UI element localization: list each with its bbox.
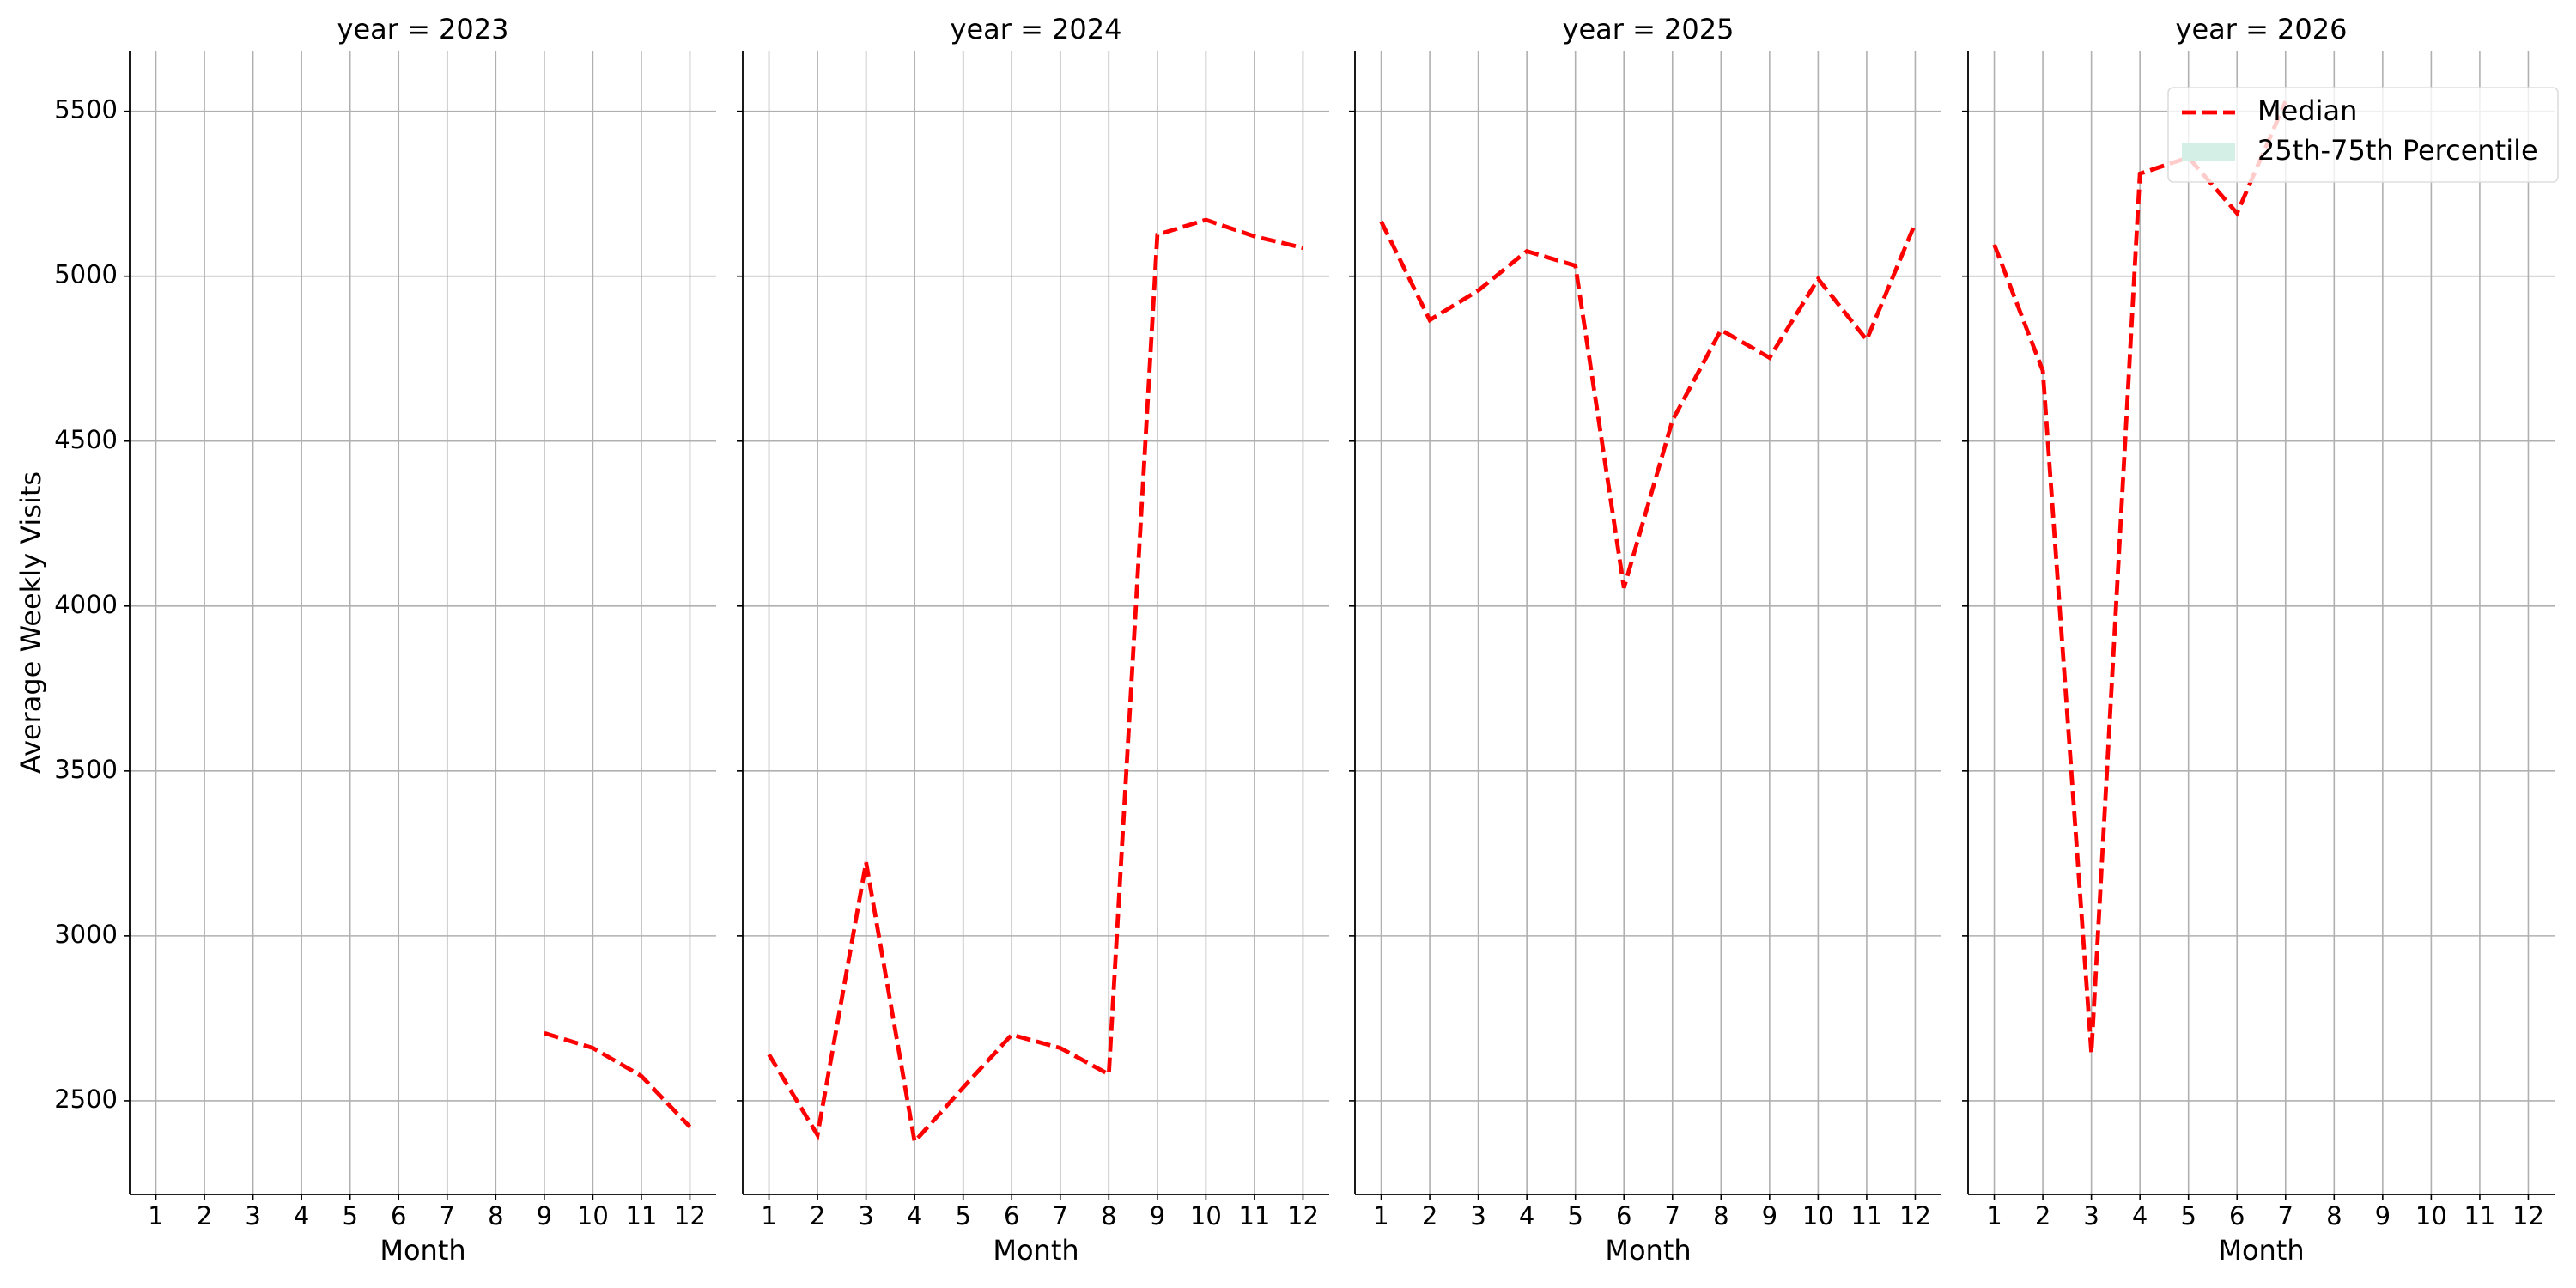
x-tick-label: 9 xyxy=(2375,1201,2391,1230)
panel-title: year = 2026 xyxy=(2176,13,2348,46)
y-tick-label: 3000 xyxy=(54,920,118,949)
x-tick-label: 10 xyxy=(1802,1201,1834,1230)
x-tick-label: 3 xyxy=(245,1201,260,1230)
x-axis-label: Month xyxy=(380,1234,465,1267)
x-tick-label: 7 xyxy=(1665,1201,1680,1230)
y-tick-label: 5500 xyxy=(54,95,118,125)
x-tick-label: 1 xyxy=(148,1201,163,1230)
x-tick-label: 9 xyxy=(1762,1201,1777,1230)
legend-swatch xyxy=(2182,143,2235,161)
y-tick-label: 4000 xyxy=(54,590,118,619)
x-tick-label: 2 xyxy=(197,1201,212,1230)
x-tick-label: 6 xyxy=(2229,1201,2245,1230)
x-tick-label: 2 xyxy=(810,1201,825,1230)
y-tick-label: 2500 xyxy=(54,1084,118,1114)
x-tick-label: 1 xyxy=(761,1201,776,1230)
panel-title: year = 2024 xyxy=(951,13,1122,46)
legend-label: Median xyxy=(2257,94,2357,127)
legend-box xyxy=(2167,87,2559,183)
x-tick-label: 9 xyxy=(537,1201,552,1230)
x-tick-label: 11 xyxy=(1238,1201,1270,1230)
x-tick-label: 8 xyxy=(488,1201,503,1230)
x-axis-label: Month xyxy=(2218,1234,2304,1267)
x-tick-label: 11 xyxy=(2464,1201,2495,1230)
x-tick-label: 3 xyxy=(858,1201,873,1230)
median-line xyxy=(544,1030,692,1128)
panel-title: year = 2023 xyxy=(337,13,509,46)
x-tick-label: 5 xyxy=(342,1201,357,1230)
x-tick-label: 8 xyxy=(1101,1201,1116,1230)
x-tick-label: 5 xyxy=(955,1201,970,1230)
x-tick-label: 8 xyxy=(2326,1201,2342,1230)
x-tick-label: 8 xyxy=(1713,1201,1728,1230)
y-axis-label: Average Weekly Visits xyxy=(15,471,47,774)
x-tick-label: 7 xyxy=(1053,1201,1068,1230)
x-tick-label: 5 xyxy=(1567,1201,1583,1230)
x-tick-label: 6 xyxy=(1004,1201,1019,1230)
median-line xyxy=(1379,220,1917,589)
y-tick-label: 4500 xyxy=(54,425,118,454)
x-tick-label: 9 xyxy=(1150,1201,1165,1230)
x-tick-label: 1 xyxy=(1373,1201,1388,1230)
median-line xyxy=(1992,100,2287,1054)
x-tick-label: 4 xyxy=(1519,1201,1534,1230)
x-tick-label: 10 xyxy=(1190,1201,1222,1230)
y-tick-label: 3500 xyxy=(54,755,118,784)
x-tick-label: 12 xyxy=(2512,1201,2544,1230)
x-tick-label: 11 xyxy=(1850,1201,1882,1230)
x-tick-label: 6 xyxy=(391,1201,406,1230)
x-axis-label: Month xyxy=(993,1234,1078,1267)
x-tick-label: 4 xyxy=(294,1201,309,1230)
x-tick-label: 3 xyxy=(1470,1201,1485,1230)
x-tick-label: 12 xyxy=(1287,1201,1319,1230)
panel-title: year = 2025 xyxy=(1563,13,1735,46)
x-tick-label: 11 xyxy=(625,1201,657,1230)
x-tick-label: 5 xyxy=(2180,1201,2196,1230)
x-tick-label: 7 xyxy=(440,1201,455,1230)
x-tick-label: 3 xyxy=(2083,1201,2099,1230)
x-axis-label: Month xyxy=(1605,1234,1691,1267)
x-tick-label: 12 xyxy=(1899,1201,1931,1230)
x-tick-label: 10 xyxy=(2415,1201,2447,1230)
x-tick-label: 12 xyxy=(674,1201,706,1230)
y-tick-label: 5000 xyxy=(54,260,118,289)
x-tick-label: 7 xyxy=(2278,1201,2293,1230)
x-tick-label: 4 xyxy=(2132,1201,2148,1230)
median-line xyxy=(767,217,1304,1146)
x-tick-label: 6 xyxy=(1616,1201,1631,1230)
x-tick-label: 2 xyxy=(1422,1201,1437,1230)
x-tick-label: 10 xyxy=(577,1201,609,1230)
x-tick-label: 1 xyxy=(1986,1201,2002,1230)
x-tick-label: 4 xyxy=(907,1201,922,1230)
x-tick-label: 2 xyxy=(2035,1201,2050,1230)
legend-label: 25th-75th Percentile xyxy=(2257,134,2538,167)
